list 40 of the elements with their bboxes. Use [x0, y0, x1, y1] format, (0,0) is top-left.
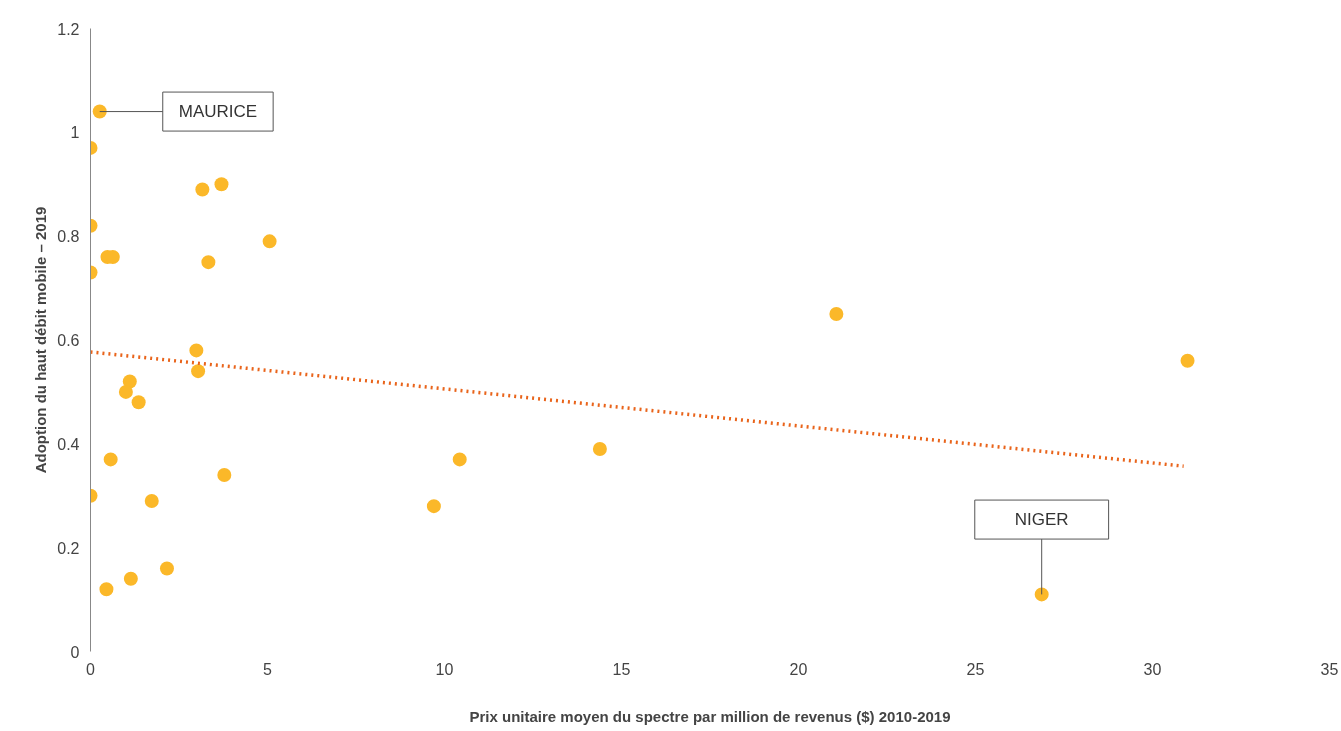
x-tick-label: 20: [789, 660, 808, 678]
x-tick-label: 30: [1143, 660, 1162, 678]
y-tick-label: 1.2: [57, 20, 80, 38]
x-tick-label: 25: [966, 660, 985, 678]
point: [217, 468, 232, 482]
point: [189, 343, 204, 358]
x-tick-label: 10: [435, 660, 454, 678]
point: [99, 582, 114, 597]
point: [144, 493, 159, 508]
point: [1180, 353, 1195, 368]
y-tick-label: 1: [70, 124, 80, 142]
point: [131, 395, 146, 410]
y-tick-label: 0: [70, 643, 80, 661]
point: [1034, 587, 1049, 602]
x-tick-label: 0: [86, 660, 96, 678]
x-tick-label: 35: [1320, 660, 1339, 678]
x-axis-title: Prix unitaire moyen du spectre par million de revenus ($) 2010-2019: [469, 707, 951, 725]
point: [426, 499, 441, 514]
point: [201, 255, 216, 270]
y-tick-label: 0.6: [57, 332, 80, 349]
point: [123, 571, 138, 586]
point: [103, 452, 118, 467]
point: [92, 104, 107, 119]
point: [262, 234, 277, 249]
point: [159, 561, 174, 576]
x-tick-label: 5: [263, 660, 273, 678]
point: [118, 384, 133, 399]
y-tick-label: 0.2: [57, 539, 80, 557]
y-tick-label: 0.4: [57, 435, 80, 453]
x-tick-label: 15: [612, 660, 631, 678]
point: [829, 307, 844, 322]
point: [452, 452, 467, 467]
point: [214, 177, 229, 192]
point: [592, 442, 607, 457]
point: [195, 182, 210, 197]
y-tick-label: 0.8: [57, 228, 80, 246]
annotation: MAURICE: [178, 102, 258, 122]
point: [191, 364, 206, 379]
annotation: NIGER: [1014, 510, 1069, 530]
y-axis-title: Adoption du haut débit mobile – 2019: [32, 206, 50, 474]
